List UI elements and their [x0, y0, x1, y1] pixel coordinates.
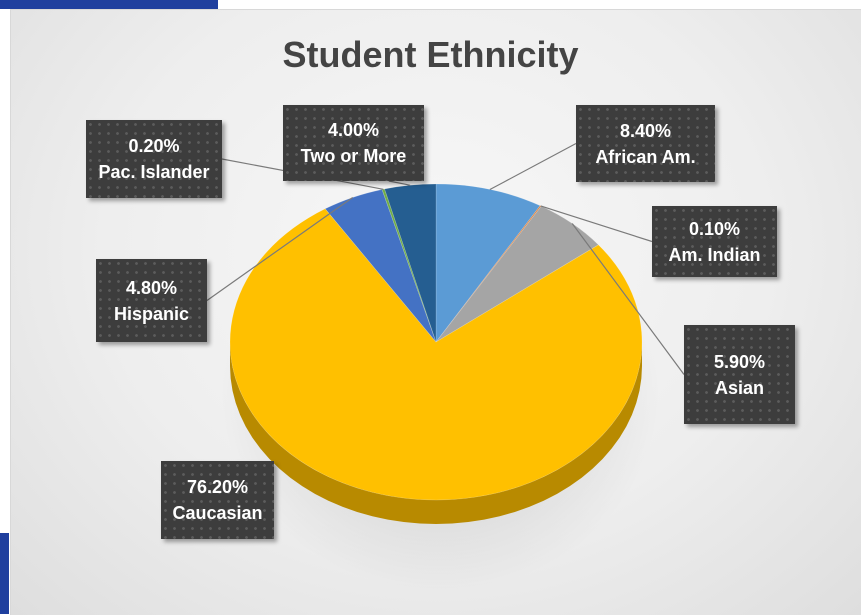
data-label-value: 0.20% — [128, 136, 180, 156]
data-label-asian: 5.90% Asian — [684, 325, 795, 424]
data-label-caucasian: 76.20% Caucasian — [161, 461, 274, 539]
data-label-name: Caucasian — [172, 503, 263, 523]
chart-title: Student Ethnicity — [282, 34, 579, 75]
pie-slice-caucasian — [229, 208, 643, 501]
data-label-pac-islander: 0.20% Pac. Islander — [86, 120, 222, 198]
leader-line-hispanic — [206, 197, 354, 301]
leader-line-african-am — [489, 142, 577, 191]
data-label-african-am: 8.40% African Am. — [576, 105, 715, 182]
data-label-value: 5.90% — [713, 351, 766, 372]
leader-line-asian — [571, 223, 685, 375]
corner-accent-bottom — [0, 533, 9, 614]
data-label-value: 8.40% — [619, 120, 672, 141]
leader-line-two-or-more — [388, 180, 411, 186]
pie-top — [229, 183, 643, 501]
data-label-name: Pac. Islander — [98, 162, 210, 182]
data-label-am-indian: 0.10% Am. Indian — [652, 206, 777, 277]
corner-accent-top — [0, 0, 218, 9]
data-label-value: 0.10% — [688, 218, 741, 239]
data-label-value: 76.20% — [186, 477, 249, 497]
leader-line-am-indian — [540, 205, 653, 243]
leader-lines — [206, 142, 685, 375]
data-label-name: African Am. — [595, 146, 696, 167]
data-label-hispanic: 4.80% Hispanic — [96, 259, 207, 342]
data-label-two-or-more: 4.00% Two or More — [283, 105, 424, 181]
data-label-name: Asian — [714, 377, 765, 398]
data-label-name: Two or More — [300, 146, 407, 166]
data-label-name: Hispanic — [113, 303, 190, 324]
data-label-name: Am. Indian — [668, 244, 761, 265]
data-label-value: 4.80% — [125, 277, 178, 298]
data-label-value: 4.00% — [327, 120, 380, 140]
leader-line-pac-islander — [221, 158, 384, 190]
